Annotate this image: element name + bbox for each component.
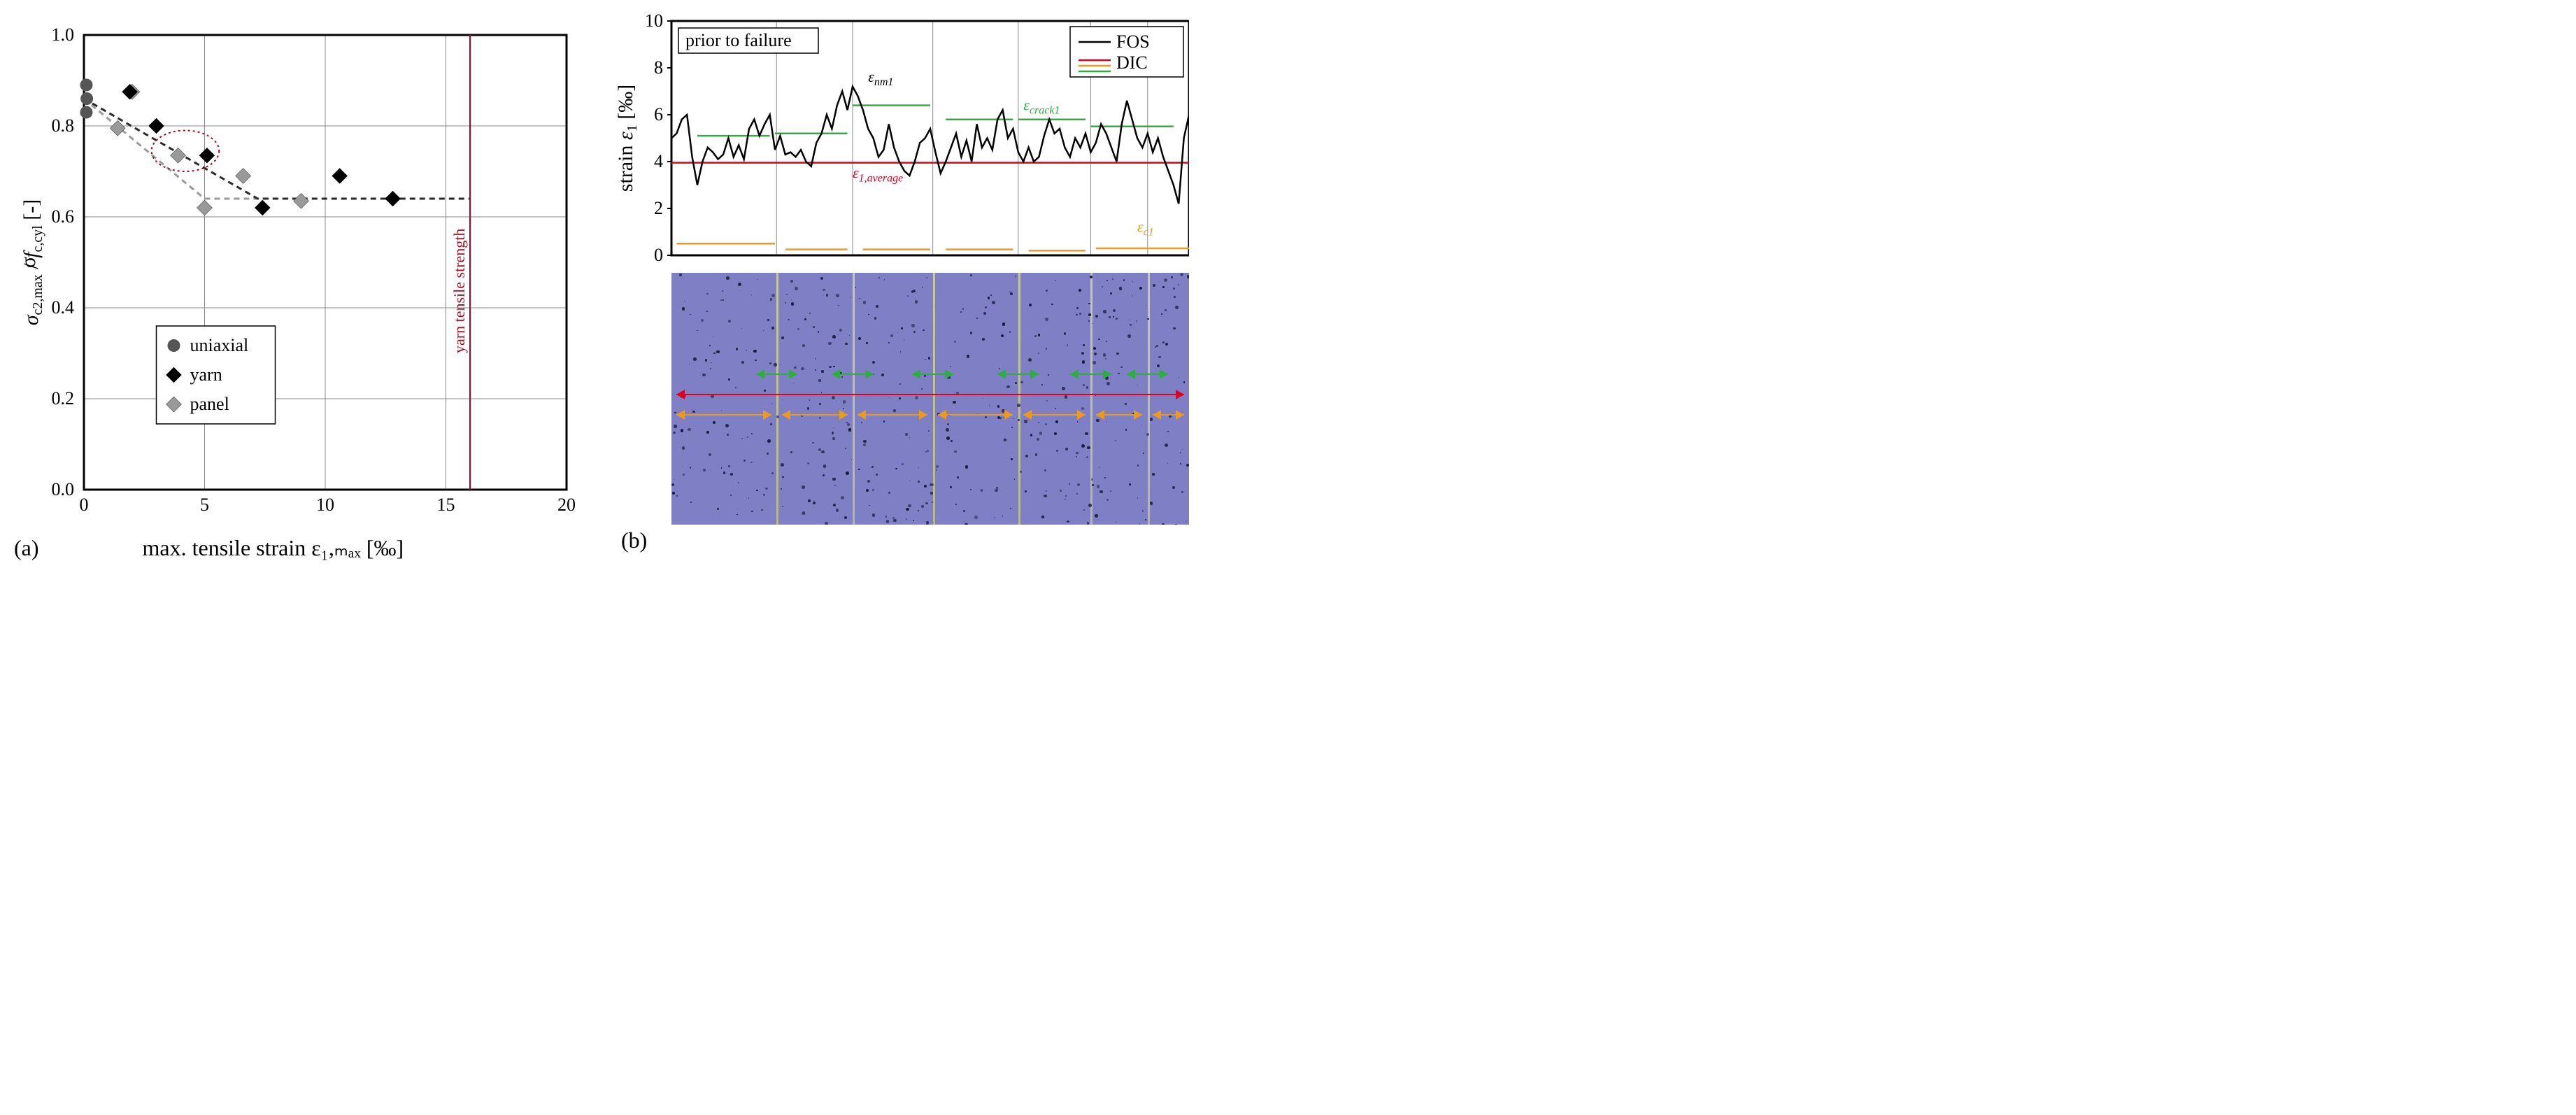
label-b: (b) xyxy=(621,527,1189,553)
svg-text:0.6: 0.6 xyxy=(52,206,75,227)
svg-text:strain ε1 [‰]: strain ε1 [‰] xyxy=(615,85,640,192)
svg-text:15: 15 xyxy=(437,495,455,515)
chart-b-top: 0 2 4 6 8 10 strain ε1 [‰] εnm1 εcrack1 ε1,averag… xyxy=(615,14,1189,266)
svg-text:uniaxial: uniaxial xyxy=(190,335,249,355)
chart-a-svg: 051015200.00.20.40.60.81.0σσc2,max / fc,… xyxy=(14,14,588,532)
svg-text:0: 0 xyxy=(654,245,663,265)
svg-text:0.8: 0.8 xyxy=(52,115,75,136)
svg-text:4: 4 xyxy=(654,151,663,171)
svg-text:εcrack1: εcrack1 xyxy=(1023,96,1060,116)
chart-b-svg: 0 2 4 6 8 10 strain ε1 [‰] εnm1 εcrack1 ε1,averag… xyxy=(615,14,1189,266)
svg-text:0.0: 0.0 xyxy=(52,479,75,499)
svg-text:εnm1: εnm1 xyxy=(868,68,893,88)
svg-text:8: 8 xyxy=(654,57,663,78)
svg-text:10: 10 xyxy=(645,14,663,31)
panel-b: 0 2 4 6 8 10 strain ε1 [‰] εnm1 εcrack1 ε1,averag… xyxy=(615,14,1189,553)
svg-text:yarn: yarn xyxy=(190,364,222,385)
svg-text:2: 2 xyxy=(654,198,663,218)
svg-text:0: 0 xyxy=(80,495,89,515)
panel-a: 051015200.00.20.40.60.81.0σσc2,max / fc,… xyxy=(14,14,588,561)
svg-text:εc1: εc1 xyxy=(1137,218,1154,239)
chart-a: 051015200.00.20.40.60.81.0σσc2,max / fc,… xyxy=(14,14,588,532)
svg-text:panel: panel xyxy=(190,394,229,414)
svg-text:10: 10 xyxy=(316,495,334,515)
xlabel-a: max. tensile strain ε₁,ₘₐₓ [‰] xyxy=(143,535,404,560)
label-a: (a) xyxy=(14,535,39,560)
svg-text:σc2,max / fc,cyl [-]: σc2,max / fc,cyl [-] xyxy=(20,199,45,326)
svg-text:yarn tensile strength: yarn tensile strength xyxy=(450,229,468,353)
svg-text:DIC: DIC xyxy=(1116,52,1148,73)
svg-text:1.0: 1.0 xyxy=(52,24,75,45)
svg-text:0.2: 0.2 xyxy=(52,388,75,409)
svg-text:FOS: FOS xyxy=(1116,31,1150,52)
svg-text:ε1,average: ε1,average xyxy=(853,164,903,184)
svg-text:prior to failure: prior to failure xyxy=(685,30,792,50)
svg-text:6: 6 xyxy=(654,104,663,125)
svg-text:5: 5 xyxy=(200,495,209,515)
speckle-image xyxy=(671,273,1189,525)
svg-text:20: 20 xyxy=(557,495,576,515)
svg-text:0.4: 0.4 xyxy=(52,297,75,318)
